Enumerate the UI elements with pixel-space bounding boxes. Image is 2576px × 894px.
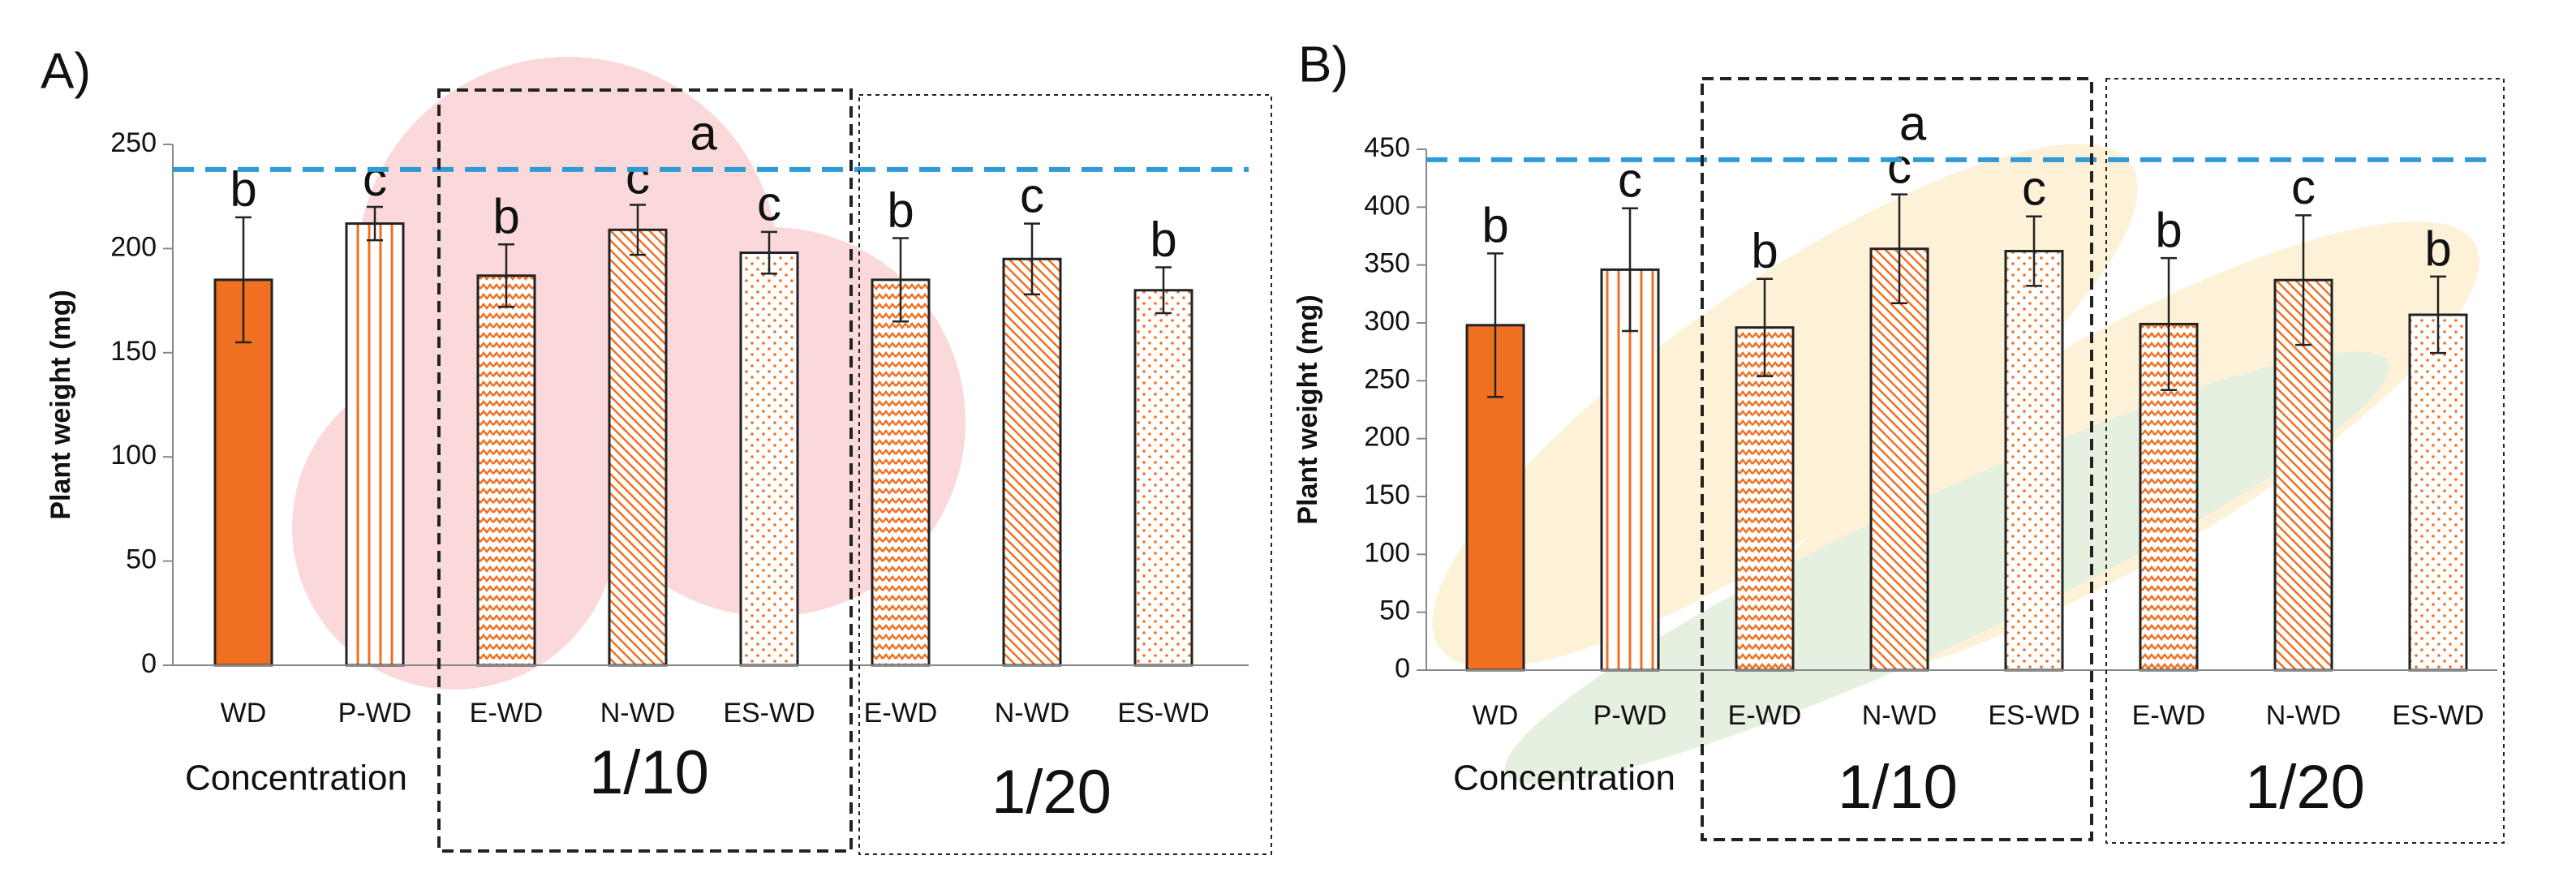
significance-letter: c [1887,139,1912,193]
y-tick-label: 150 [1364,479,1410,510]
bar [1869,247,1929,672]
x-tick-label: ES-WD [2392,700,2484,731]
significance-letter: b [1751,224,1778,278]
bar [608,228,668,667]
x-tick-label: P-WD [338,698,412,729]
y-tick-label: 0 [1395,653,1410,684]
group-box [437,88,853,853]
group-label: 1/20 [2245,753,2365,822]
group-label: 1/10 [1838,753,1958,822]
bar [739,251,799,667]
significance-letter: b [1150,212,1176,266]
bar [213,278,273,667]
y-axis-label: Plant weight (mg) [45,290,76,519]
y-tick-label: 300 [1364,306,1410,337]
x-tick-label: N-WD [995,698,1070,729]
significance-letter: b [887,183,914,237]
x-tick-label: E-WD [2132,700,2206,731]
bar [345,222,405,667]
y-tick-label: 100 [110,440,157,471]
x-tick-label: WD [1473,700,1519,731]
significance-letter: c [363,152,387,206]
y-tick-label: 100 [1364,537,1410,568]
significance-letter: c [1020,168,1044,222]
group-box [1701,77,2093,841]
y-tick-label: 450 [1364,132,1410,163]
panel-label: B) [1298,37,1348,92]
significance-letter: b [492,189,519,243]
bar [1002,257,1062,667]
x-tick-label: N-WD [600,698,676,729]
x-tick-label: E-WD [470,698,544,729]
y-axis-label: Plant weight (mg) [1292,294,1323,524]
x-tick-label: WD [221,698,267,729]
y-tick-label: 50 [126,544,157,575]
x-tick-label: ES-WD [1117,698,1209,729]
significance-letter: b [2155,203,2182,257]
group-box [858,94,1272,855]
x-tick-label: N-WD [1862,700,1937,731]
x-tick-label: ES-WD [723,698,815,729]
y-tick-label: 350 [1364,248,1410,279]
bar [871,278,931,667]
significance-letter: c [2022,161,2046,216]
x-tick-label: E-WD [864,698,938,729]
x-tick-label: P-WD [1593,700,1667,731]
reference-letter: a [690,106,717,161]
y-tick-label: 200 [1364,422,1410,453]
group-box [2105,78,2505,844]
y-tick-label: 250 [110,127,157,158]
x-tick-label: N-WD [2266,700,2342,731]
y-tick-label: 150 [110,336,157,367]
bar [2408,313,2468,672]
significance-letter: c [757,177,781,231]
bar [1133,289,1193,667]
group-label: 1/20 [991,758,1112,827]
bar [2004,250,2064,672]
significance-letter: c [2291,160,2316,214]
y-tick-label: 50 [1379,595,1410,626]
significance-letter: b [2424,221,2451,276]
group-label: 1/10 [589,738,709,807]
bar [476,274,536,667]
panel-label: A) [41,43,91,99]
y-tick-label: 200 [110,231,157,262]
x-tick-label: E-WD [1728,700,1802,731]
reference-letter: a [1899,97,1927,151]
group-title: Concentration [185,759,407,798]
group-title: Concentration [1453,759,1675,798]
y-tick-label: 400 [1364,190,1410,221]
y-tick-label: 0 [141,648,157,679]
significance-letter: b [1482,198,1508,252]
x-tick-label: ES-WD [1988,700,2079,731]
bar [1735,326,1795,672]
significance-letter: c [626,149,650,204]
y-tick-label: 250 [1364,363,1410,394]
